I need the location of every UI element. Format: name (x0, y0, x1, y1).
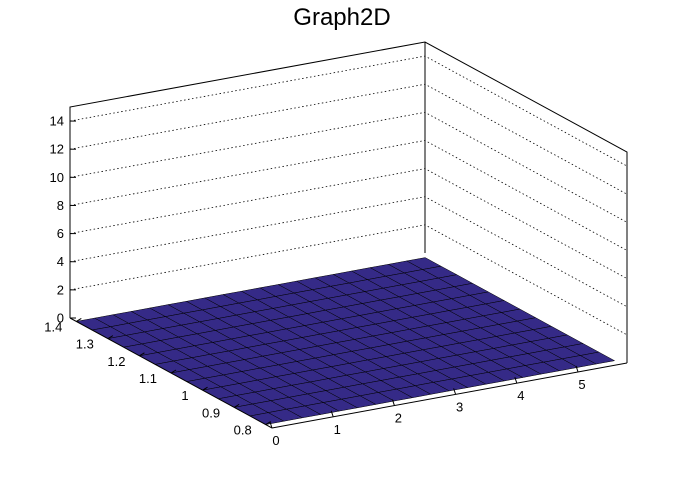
surface-cell (579, 351, 616, 365)
y-tick-label: 1.2 (107, 354, 125, 369)
x-tick-label: 1 (334, 422, 341, 437)
z-gridline (69, 196, 628, 308)
x-tick-label: 5 (578, 377, 585, 392)
y-tick-label: 0.8 (234, 423, 252, 438)
x-tick-mark (575, 365, 579, 373)
y-tick-label: 1 (181, 388, 188, 403)
x-tick-mark (330, 410, 334, 417)
y-tick-mark (107, 335, 114, 340)
z-gridline (69, 55, 628, 167)
y-tick-mark (170, 369, 177, 374)
y-tick-label: 1.3 (76, 337, 94, 352)
y-tick-mark (233, 403, 240, 408)
z-tick-label: 14 (50, 114, 64, 129)
x-tick-label: 0 (272, 433, 279, 448)
z-tick-label: 12 (50, 142, 64, 157)
z-tick-label: 0 (57, 311, 64, 326)
x-tick-label: 4 (517, 388, 524, 403)
z-tick-label: 4 (57, 254, 64, 269)
z-gridline (69, 224, 628, 336)
x-tick-mark (391, 399, 395, 406)
z-gridline (69, 111, 628, 223)
z-gridline (69, 140, 628, 251)
x-tick-label: 3 (456, 399, 463, 414)
back-box (69, 41, 628, 363)
x-tick-mark (514, 377, 518, 384)
z-tick-label: 8 (57, 198, 64, 213)
z-gridline (69, 83, 628, 195)
x-tick-mark (453, 388, 457, 395)
z-gridline (69, 168, 628, 279)
y-tick-label: 1.4 (44, 319, 62, 334)
y-tick-mark (76, 318, 82, 322)
z-tick-label: 2 (57, 282, 64, 297)
chart-title: Graph2D (293, 4, 390, 31)
z-tick-label: 10 (50, 170, 64, 185)
y-tick-mark (202, 386, 208, 391)
x-tick-mark (269, 421, 273, 429)
x-axis-line (271, 362, 628, 429)
x-tick-label: 2 (395, 411, 402, 426)
y-tick-label: 0.9 (202, 405, 220, 420)
y-tick-label: 1.1 (139, 371, 157, 386)
z-tick-label: 6 (57, 226, 64, 241)
y-tick-mark (139, 352, 145, 357)
surface-mesh (75, 257, 616, 425)
